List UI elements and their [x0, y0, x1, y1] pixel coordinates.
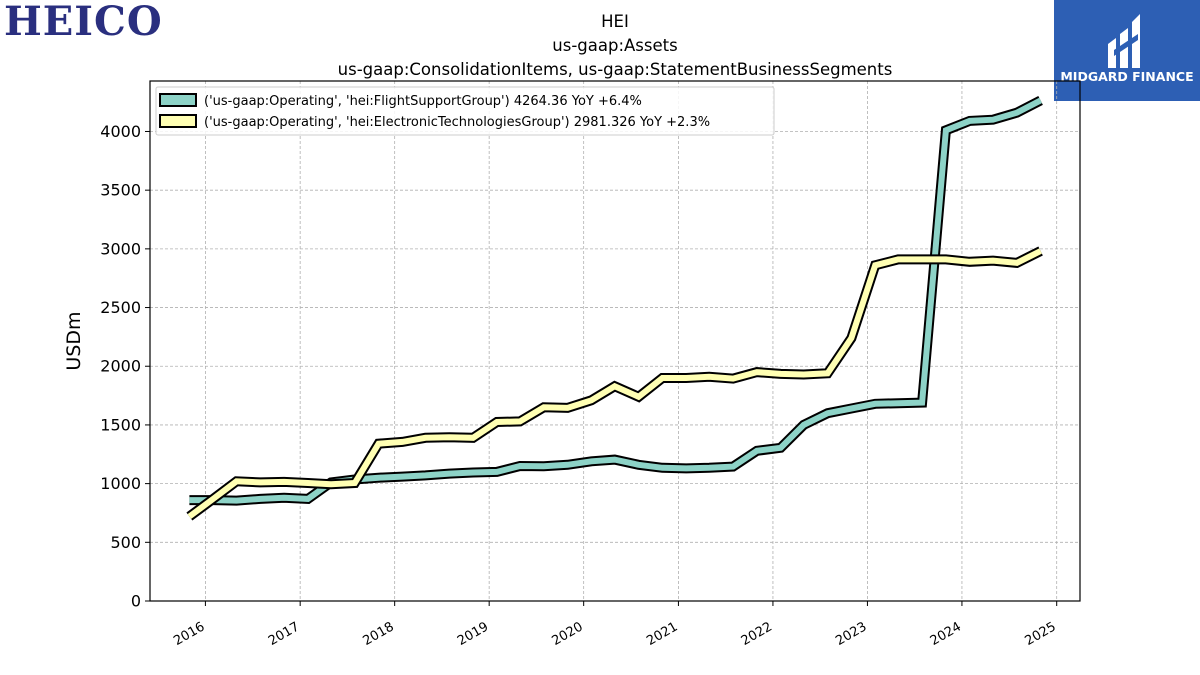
- chart-title: HEI: [601, 12, 629, 31]
- y-tick-label: 2500: [100, 298, 141, 317]
- heico-logo: HEICO: [4, 0, 163, 45]
- x-tick-label: 2016: [171, 619, 207, 649]
- chart-titles: HEI us-gaap:Assets us-gaap:Consolidation…: [230, 10, 1000, 82]
- y-tick-label: 1500: [100, 415, 141, 434]
- series-line-0: [189, 97, 1042, 504]
- legend-swatch-electronic-technologies: [159, 114, 197, 128]
- y-tick-label: 4000: [100, 122, 141, 141]
- chart-subtitle-segments: us-gaap:ConsolidationItems, us-gaap:Stat…: [337, 60, 893, 79]
- x-tick-label: 2025: [1023, 619, 1059, 649]
- grid: [150, 81, 1080, 602]
- y-tick-label: 0: [131, 592, 141, 611]
- series-layer: [186, 95, 1043, 521]
- x-tick-label: 2022: [739, 619, 775, 649]
- axes: 0 500 1000 1500 2000 2500 3000 3500 4000 2016 2017…: [100, 122, 1058, 649]
- x-tick-label: 2023: [833, 619, 869, 649]
- midgard-mark-icon: [1108, 14, 1140, 68]
- y-tick-label: 3500: [100, 181, 141, 200]
- series-line-1: [187, 248, 1042, 519]
- chart-subtitle-assets: us-gaap:Assets: [552, 36, 678, 55]
- legend-box: [155, 86, 775, 136]
- x-tick-label: 2020: [550, 619, 586, 649]
- x-tick-label: 2021: [644, 619, 680, 649]
- x-tick-label: 2017: [266, 619, 302, 649]
- y-tick-label: 2000: [100, 357, 141, 376]
- plot-frame: [149, 80, 1081, 602]
- y-tick-label: 3000: [100, 239, 141, 258]
- legend-label-flight-support: ('us-gaap:Operating', 'hei:FlightSupport…: [204, 94, 642, 109]
- legend-swatch-flight-support: [159, 93, 197, 107]
- x-tick-label: 2024: [928, 619, 964, 649]
- x-tick-label: 2018: [361, 619, 397, 649]
- y-tick-label: 500: [110, 533, 141, 552]
- midgard-finance-logo: MIDGARD FINANCE: [1054, 0, 1200, 101]
- x-tick-label: 2019: [455, 619, 491, 649]
- midgard-finance-wordmark: MIDGARD FINANCE: [1060, 69, 1194, 84]
- series-outline-0: [189, 95, 1043, 506]
- legend-label-electronic-technologies: ('us-gaap:Operating', 'hei:ElectronicTec…: [204, 115, 710, 130]
- legend: ('us-gaap:Operating', 'hei:FlightSupport…: [155, 86, 775, 136]
- y-tick-label: 1000: [100, 474, 141, 493]
- y-axis-label: USDm: [63, 311, 85, 370]
